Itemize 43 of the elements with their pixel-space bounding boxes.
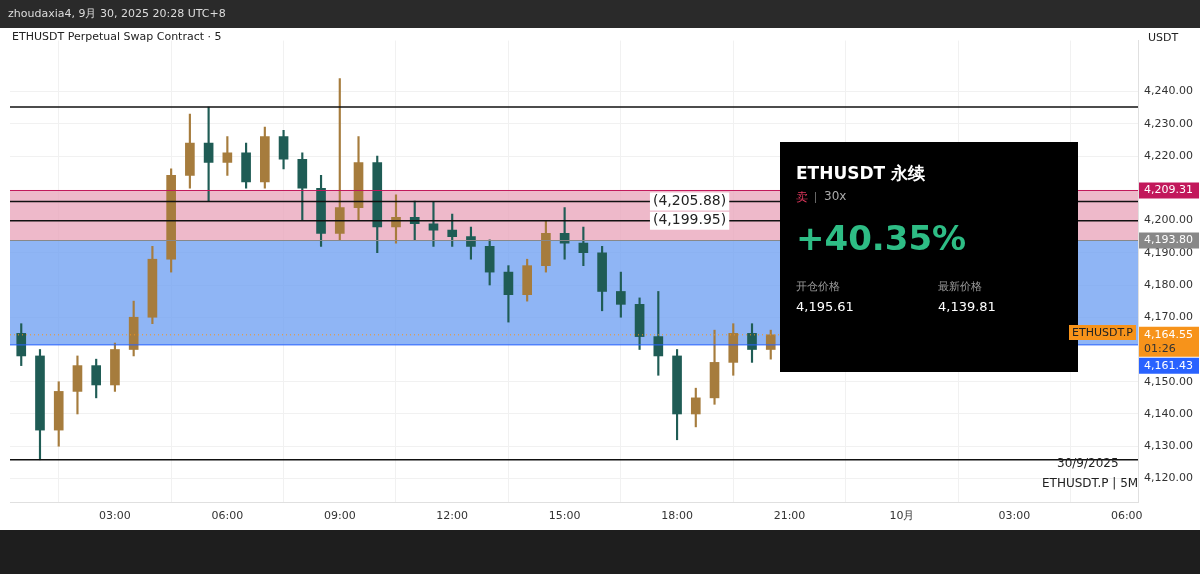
y-tick-label: 4,240.00 <box>1144 84 1193 98</box>
ref-line-label: 4,193.80 <box>1144 233 1193 247</box>
x-tick-label: 12:00 <box>436 509 469 523</box>
y-tick-label: 4,220.00 <box>1144 148 1193 162</box>
x-tick-label: 03:00 <box>998 509 1031 523</box>
y-tick-label: 4,130.00 <box>1144 439 1193 453</box>
annotation: +40.35% <box>796 218 967 258</box>
x-tick-label: 21:00 <box>773 509 806 523</box>
y-tick-label: 4,190.00 <box>1144 245 1193 259</box>
text: 01:26 <box>1144 341 1176 355</box>
x-tick-label: 15:00 <box>548 509 581 523</box>
y-axis-title: USDT <box>1148 31 1179 44</box>
x-tick-label: 09:00 <box>323 509 356 523</box>
y-tick-label: 4,120.00 <box>1144 471 1193 485</box>
annotation: 30/9/2025 <box>1057 456 1119 470</box>
y-tick-label: 4,200.00 <box>1144 213 1193 227</box>
y-tick-label: 4,230.00 <box>1144 116 1193 130</box>
x-tick-label: 06:00 <box>211 509 244 523</box>
annotation: ETHUSDT.P | 5M <box>1042 476 1139 490</box>
ref-line-label: 4,161.43 <box>1144 358 1193 372</box>
x-tick-label: 06:00 <box>1110 509 1143 523</box>
annotation: 4,139.81 <box>938 299 996 314</box>
y-tick-label: 4,170.00 <box>1144 310 1193 324</box>
annotation: 30x <box>824 189 847 203</box>
y-tick-label: 4,150.00 <box>1144 374 1193 388</box>
y-tick-label: 4,180.00 <box>1144 277 1193 291</box>
x-tick-label: 10月 <box>889 509 915 523</box>
y-tick-label: 4,140.00 <box>1144 406 1193 420</box>
annotation: 开仓价格 <box>796 279 840 294</box>
annotation: ETHUSDT.P <box>1069 325 1136 340</box>
annotation: 卖 <box>796 189 808 206</box>
annotation: 4,195.61 <box>796 299 854 314</box>
chart-subtitle: zhoudaxia4, 9月 30, 2025 20:28 UTC+8 <box>8 6 226 21</box>
chart-title: ETHUSDT Perpetual Swap Contract · 5 <box>12 30 222 43</box>
ref-line-label: 4,164.55 <box>1144 327 1193 341</box>
ref-line-label: 4,209.31 <box>1144 183 1193 197</box>
annotation: 最新价格 <box>938 279 982 294</box>
x-tick-label: 18:00 <box>661 509 693 523</box>
x-tick-label: 03:00 <box>99 509 131 523</box>
ref-line-label: (4,205.88) <box>652 192 727 209</box>
ref-line-label: (4,199.95) <box>652 211 727 228</box>
candlestick <box>428 201 439 247</box>
annotation: ETHUSDT 永续 <box>796 162 926 185</box>
